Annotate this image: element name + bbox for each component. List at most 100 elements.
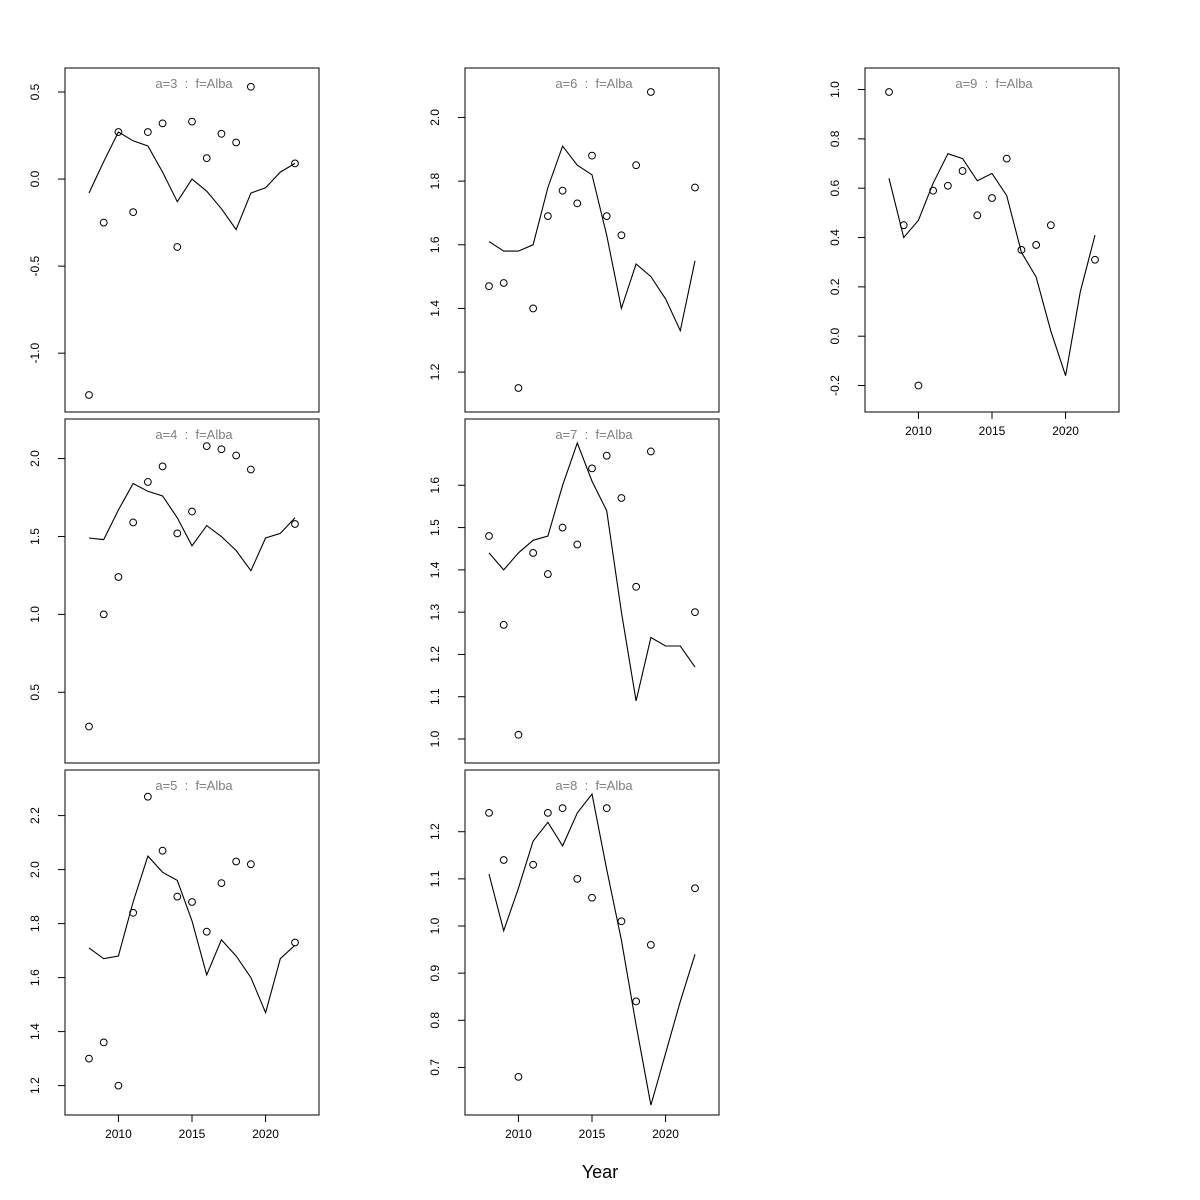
series-line [488,792,696,1106]
y-tick-label: 0.8 [428,1012,442,1029]
data-point [543,212,552,221]
data-point [529,304,538,313]
chart-panel: 1.2 1.4 1.6 1.8 2.0 a=6 : f=Alba [428,67,720,413]
chart-panel: -0.2 0.0 0.2 0.4 0.6 0.8 1.0 2010 2015 2020 a=9 : … [828,67,1120,438]
data-point [85,391,93,399]
y-tick-label: 1.0 [428,730,442,747]
data-point [588,151,596,160]
data-point [85,1054,93,1063]
y-tick-label: 1.8 [28,915,42,932]
data-point [1017,245,1026,254]
data-point [914,381,923,390]
data-point [143,792,152,801]
x-axis-label: Year [582,1162,618,1182]
y-tick-label: 1.2 [428,363,442,380]
data-point [202,442,211,451]
data-point [1046,221,1055,230]
y-tick-label: 1.3 [428,603,442,620]
x-tick-label: 2010 [905,424,932,438]
y-tick-label: 1.8 [428,172,442,189]
data-point [573,874,582,883]
data-point [529,860,538,869]
panel-frame [64,67,320,413]
data-point [543,570,552,578]
data-point [291,159,299,168]
data-point [988,194,996,202]
data-point [291,938,299,947]
data-point [588,464,596,473]
data-point [499,856,508,864]
x-tick-label: 2020 [1052,424,1079,438]
data-point [499,620,508,629]
data-point [246,82,255,91]
chart-panel: 1.2 1.4 1.6 1.8 2.0 2.2 2010 2015 2020 a=5 : f=Al… [28,769,320,1141]
data-point [558,186,567,195]
data-point [529,549,538,557]
data-point [114,1081,123,1090]
data-point [158,119,167,128]
data-point [602,804,611,813]
data-point [173,529,182,538]
y-tick-label: 0.0 [828,328,842,345]
y-tick-label: 1.0 [828,81,842,98]
data-point [499,279,508,287]
data-point [646,88,655,96]
chart-panel: 0.5 1.0 1.5 2.0 a=4 : f=Alba [28,418,320,764]
y-tick-label: 2.0 [28,861,42,878]
panel-frame [464,418,720,764]
chart-panel: 0.7 0.8 0.9 1.0 1.1 1.2 2010 2015 2020 a=8 : f=Al… [428,769,720,1141]
data-point [929,186,938,195]
data-point [114,128,123,136]
series-line [88,482,296,572]
data-point [246,860,255,869]
y-tick-label: 1.0 [28,606,42,623]
y-tick-label: 1.6 [428,236,442,253]
data-point [958,167,967,175]
data-point [899,221,908,230]
y-tick-label: 1.2 [428,823,442,840]
x-tick-label: 2015 [579,1127,606,1141]
data-point [485,282,493,291]
panel-title: a=8 : f=Alba [555,778,633,793]
y-tick-label: 0.2 [828,278,842,295]
data-point [114,573,123,581]
x-tick-label: 2010 [105,1127,132,1141]
data-point [246,465,255,474]
series-line [88,131,296,231]
data-point [514,384,523,392]
y-tick-label: 1.4 [28,1023,42,1040]
data-point [188,898,196,906]
series-line [488,441,696,702]
data-point [885,88,893,96]
data-point [1091,255,1099,264]
data-point [573,199,582,208]
panel-frame [864,67,1120,413]
data-point [485,532,493,540]
data-point [129,518,138,527]
data-point [188,507,196,516]
y-tick-label: 1.4 [428,300,442,317]
data-point [632,582,641,591]
y-tick-label: 0.7 [428,1059,442,1076]
data-point [202,927,211,936]
data-point [99,1038,108,1047]
y-tick-label: 1.6 [428,477,442,494]
data-point [129,208,138,217]
data-point [691,884,699,893]
data-point [691,608,699,617]
data-point [217,879,226,887]
data-point [943,181,952,190]
panel-frame [64,769,320,1116]
panel-title: a=5 : f=Alba [155,778,233,793]
data-point [217,129,226,138]
panel-title: a=4 : f=Alba [155,427,233,442]
series-line [888,153,1096,376]
panel-frame [464,67,720,413]
data-point [558,804,567,813]
y-tick-label: 1.2 [428,646,442,663]
y-tick-label: 0.8 [828,130,842,147]
data-point [202,154,211,163]
data-point [143,478,152,486]
data-point [632,161,641,170]
data-point [602,212,611,221]
